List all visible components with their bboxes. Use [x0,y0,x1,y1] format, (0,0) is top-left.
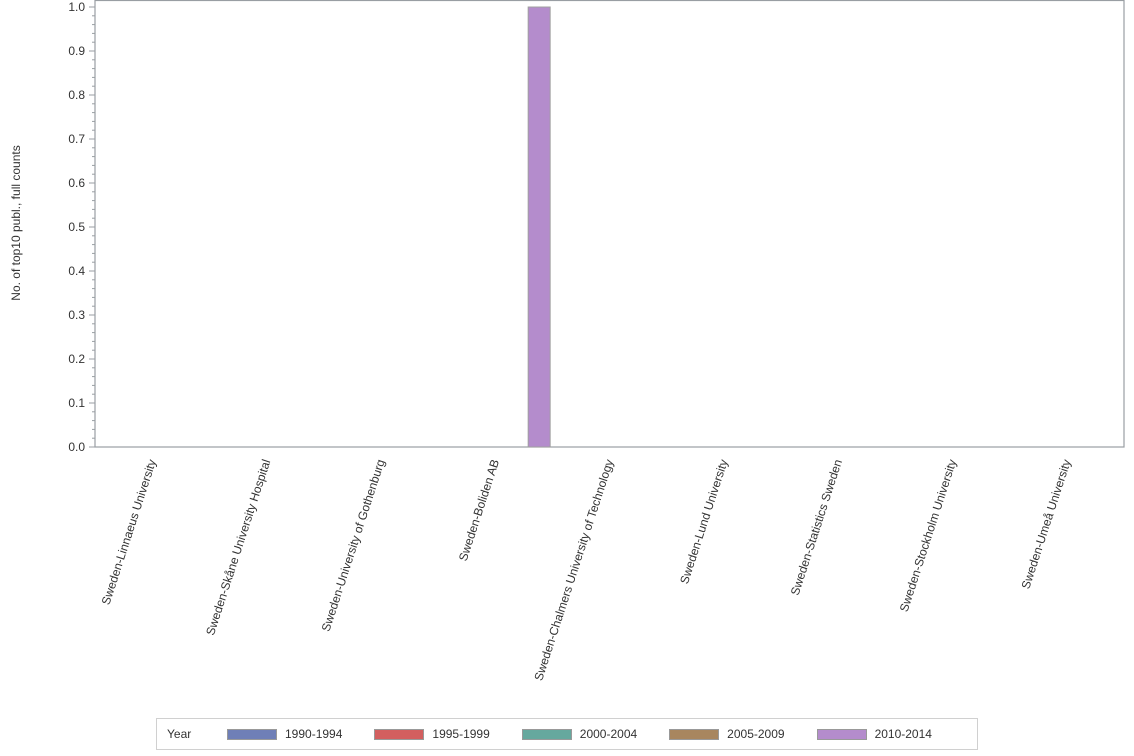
y-axis: 0.0 0.1 0.2 0.3 0.4 0.5 0.6 0.7 0.8 0.9 1.0 [68,0,95,454]
legend-item: 2005-2009 [669,727,785,741]
legend-label: 1990-1994 [285,727,343,741]
y-tick-label: 0.3 [68,308,85,322]
legend-swatch [816,728,867,740]
x-tick-label: Sweden-Stockholm University [897,458,960,614]
y-tick-label: 0.5 [68,220,85,234]
x-tick-label: Sweden-Lund University [677,458,731,586]
y-tick-label: 0.9 [68,44,85,58]
legend-label: 1995-1999 [432,727,490,741]
y-tick-label: 0.8 [68,88,85,102]
x-tick-label: Sweden-Umeå University [1019,458,1074,591]
legend-swatch [669,728,720,740]
legend: Year 1990-1994 1995-1999 2000-2004 2005-… [156,718,978,750]
legend-item: 1995-1999 [374,727,490,741]
legend-label: 2010-2014 [874,727,932,741]
legend-item: 1990-1994 [227,727,342,741]
legend-swatch [227,728,277,740]
legend-title: Year [167,727,192,741]
legend-label: 2000-2004 [579,727,638,741]
y-tick-label: 0.6 [68,176,85,190]
x-tick-label: Sweden-University of Gothenburg [319,458,388,634]
legend-item: 2010-2014 [816,727,932,741]
legend-item: 2000-2004 [521,727,638,741]
plot-frame [94,0,1125,448]
y-axis-label: No. of top10 publ., full counts [9,145,23,300]
y-tick-label: 0.0 [68,440,85,454]
y-tick-label: 0.7 [68,132,85,146]
x-tick-label: Sweden-Boliden AB [456,458,502,563]
y-tick-label: 1.0 [68,0,85,14]
y-tick-label: 0.4 [68,264,85,278]
x-axis-labels: Sweden-Linnaeus University Sweden-Skåne U… [99,458,1074,683]
plot-area [94,0,1125,448]
legend-swatch [374,728,425,740]
legend-swatch [521,728,572,740]
y-tick-label: 0.1 [68,396,85,410]
x-tick-label: Sweden-Linnaeus University [99,458,159,607]
y-tick-label: 0.2 [68,352,85,366]
bar [527,6,551,448]
x-tick-label: Sweden-Skåne University Hospital [203,458,273,637]
legend-label: 2005-2009 [727,727,785,741]
x-tick-label: Sweden-Chalmers University of Technology [531,458,616,683]
x-tick-label: Sweden-Statistics Sweden [788,458,845,597]
